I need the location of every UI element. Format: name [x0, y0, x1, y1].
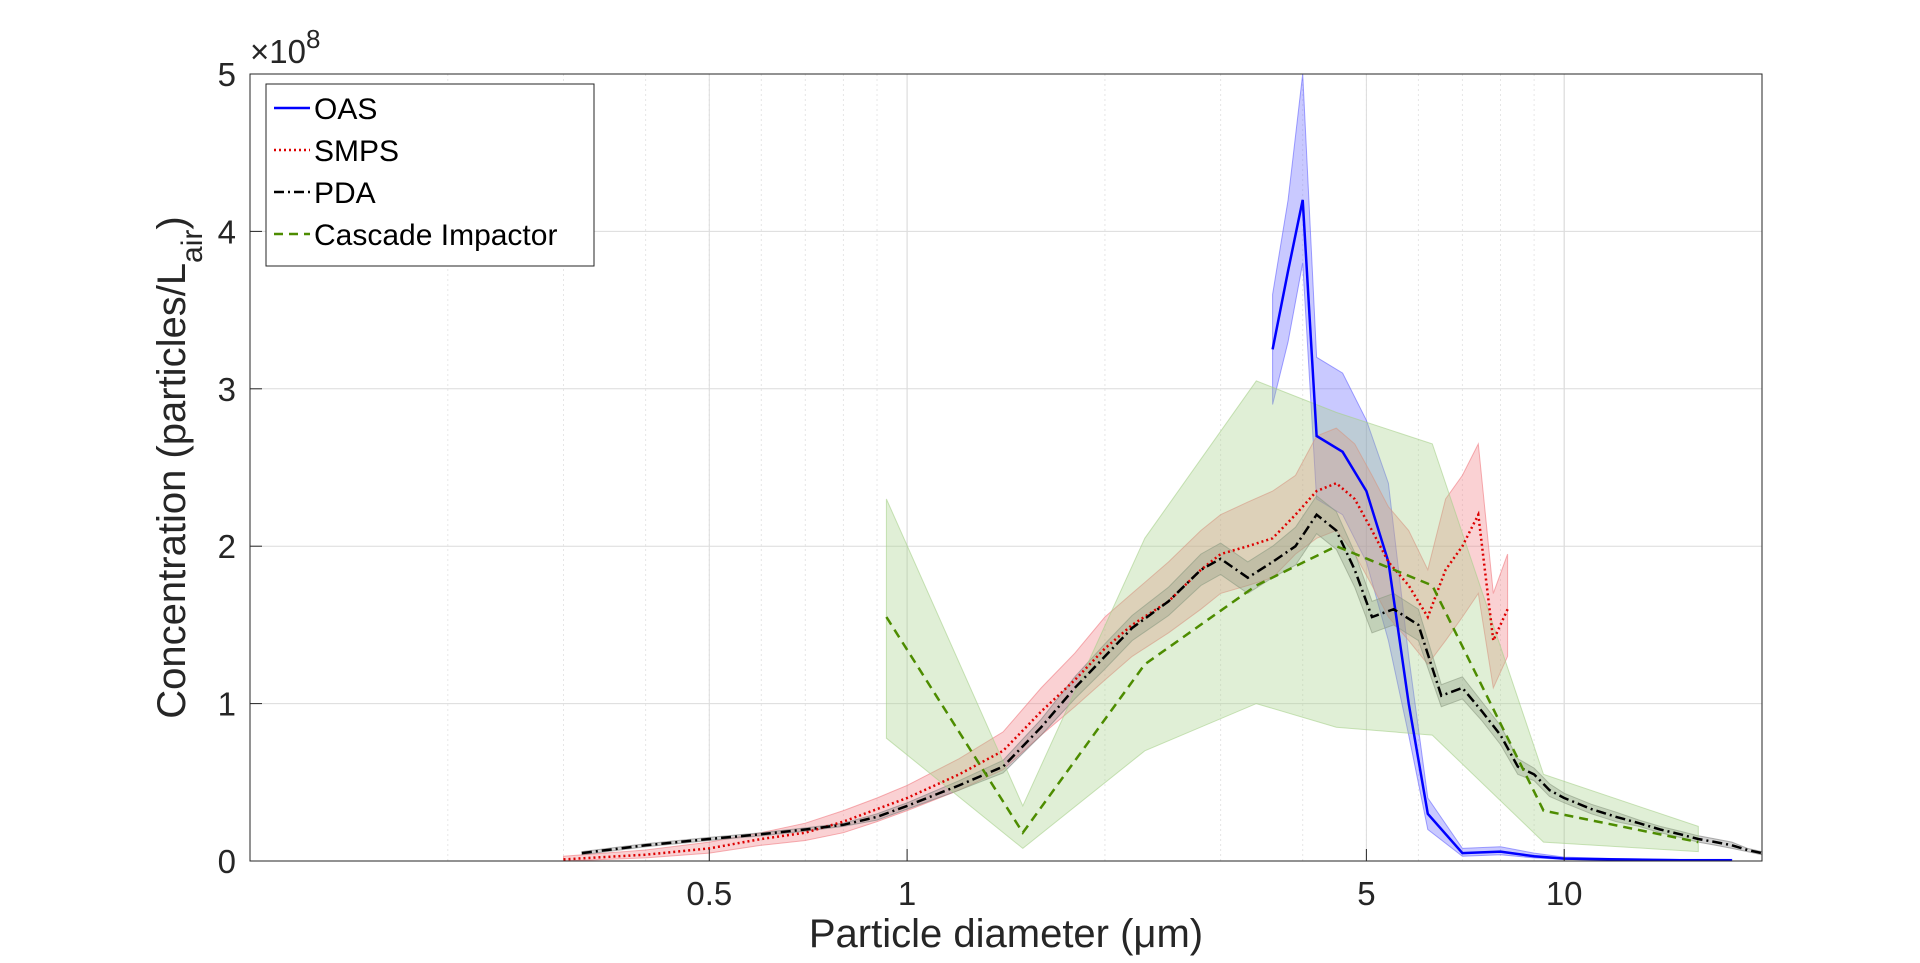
y-axis-title-subscript: air	[176, 230, 209, 263]
y-tick-label: 4	[218, 213, 236, 250]
x-tick-label: 1	[898, 875, 916, 912]
series-line-3	[885, 544, 1699, 844]
y-tick-label: 1	[218, 686, 236, 723]
y-tick-label: 0	[218, 843, 236, 880]
legend-label-3: Cascade Impactor	[314, 219, 557, 252]
legend-label-2: PDA	[314, 177, 376, 210]
legend: OAS SMPS PDA Cascade Impactor	[265, 83, 595, 267]
series-line-0	[1271, 199, 1732, 862]
y-axis-title-main: Concentration (particles/L	[150, 263, 194, 719]
legend-box	[265, 83, 595, 267]
y-tick-label: 5	[218, 56, 236, 93]
x-axis-title: Particle diameter (μm)	[809, 912, 1203, 956]
y-tick-label: 3	[218, 371, 236, 408]
legend-label-1: SMPS	[314, 135, 399, 168]
y-axis-title: Concentration (particles/Lair)	[150, 216, 209, 718]
y-exponent-label: ×108	[250, 24, 320, 70]
tick-layer: 0.5 1 5 10 0 1 2 3 4 5	[218, 56, 1583, 912]
plot-frame	[249, 73, 1763, 862]
legend-label-0: OAS	[314, 93, 377, 126]
band-layer	[563, 73, 1763, 862]
y-exponent-base: ×10	[250, 33, 306, 70]
y-tick-label: 2	[218, 528, 236, 565]
x-tick-label: 5	[1357, 875, 1375, 912]
y-exponent-power: 8	[306, 24, 320, 54]
x-tick-label: 0.5	[686, 875, 732, 912]
y-axis-title-close: )	[150, 216, 194, 229]
line-layer	[563, 199, 1763, 862]
x-tick-label: 10	[1546, 875, 1583, 912]
series-band-3	[885, 380, 1699, 853]
series-line-2	[581, 512, 1763, 855]
series-band-1	[563, 427, 1509, 862]
